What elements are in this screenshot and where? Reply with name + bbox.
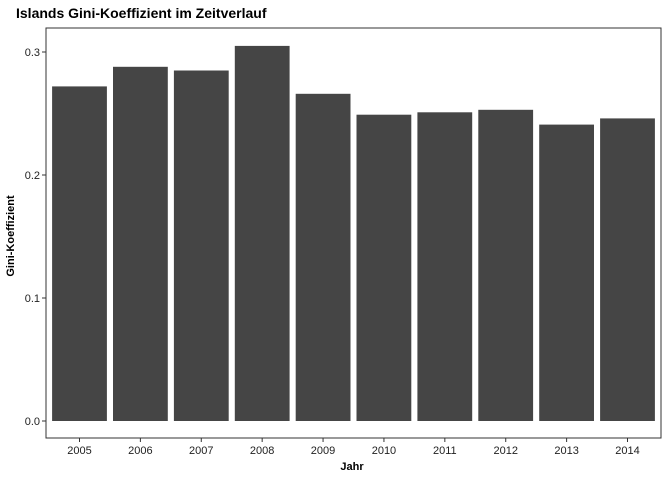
x-tick-label: 2009 [311, 445, 335, 457]
x-tick-label: 2011 [433, 445, 457, 457]
x-axis: 2005 2006 2007 2008 2009 2010 2011 2012 2013 2014 [67, 438, 640, 457]
bar-2007 [173, 70, 229, 421]
bar-2005 [52, 86, 107, 422]
bar-2008 [234, 45, 290, 422]
bar-2012 [478, 109, 534, 422]
y-axis-title: Gini-Koeffizient [5, 195, 17, 277]
x-tick-label: 2008 [250, 445, 274, 457]
bar-2014 [600, 118, 655, 422]
x-tick-label: 2010 [372, 445, 396, 457]
plot-panel [45, 27, 662, 439]
x-tick-label: 2013 [554, 445, 578, 457]
y-tick-label: 0.3 [25, 47, 40, 59]
x-axis-title: Jahr [340, 461, 364, 473]
bar-2009 [295, 93, 351, 422]
bar-2006 [113, 66, 168, 422]
bar-2013 [539, 124, 594, 421]
x-tick-label: 2005 [67, 445, 91, 457]
bars-group [52, 45, 655, 422]
bar-2011 [417, 112, 473, 422]
bar-2010 [356, 114, 412, 421]
x-tick-label: 2006 [128, 445, 152, 457]
y-tick-label: 0.2 [25, 170, 40, 182]
x-tick-label: 2007 [189, 445, 213, 457]
chart-title: Islands Gini-Koeffizient im Zeitverlauf [16, 5, 267, 21]
x-tick-label: 2014 [615, 445, 639, 457]
y-tick-label: 0.1 [25, 293, 40, 305]
y-tick-label: 0.0 [25, 416, 40, 428]
y-axis: 0.0 0.1 0.2 0.3 [25, 47, 46, 428]
x-tick-label: 2012 [493, 445, 517, 457]
